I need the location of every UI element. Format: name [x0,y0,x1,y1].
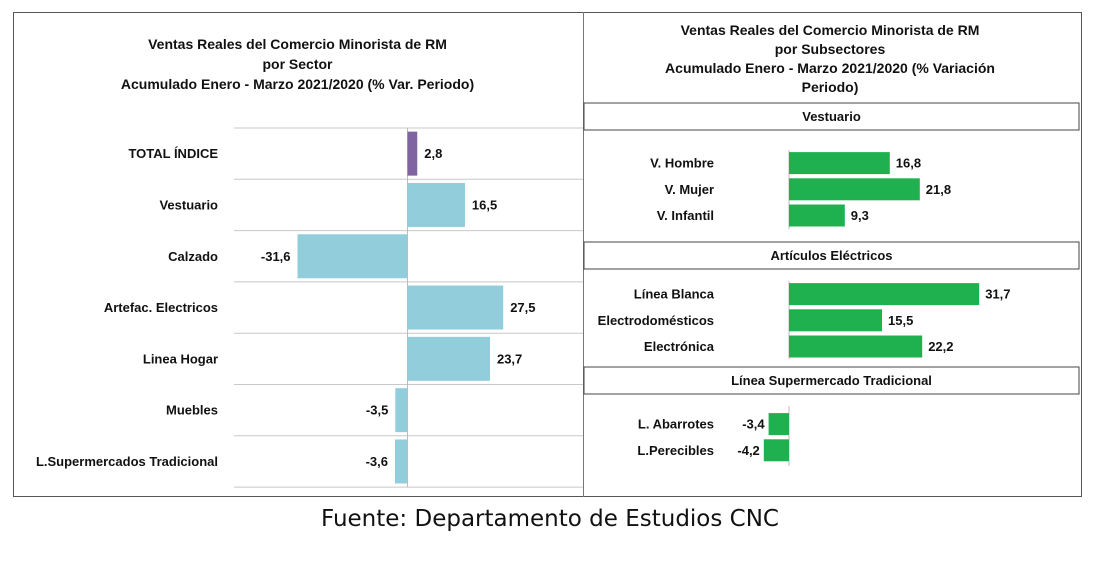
subsector-group-header [583,366,1080,395]
sector-value-label: -3,6 [366,454,388,469]
subsector-bar [789,178,920,201]
sector-category-label: Vestuario [159,197,218,212]
subsector-value-label: 31,7 [985,287,1010,302]
subsector-bar [789,204,845,227]
sector-value-label: 23,7 [497,351,522,366]
right-chart-title: Ventas Reales del Comercio Minorista de … [590,21,1070,97]
sector-category-label: Linea Hogar [143,351,218,366]
subsector-value-label: 16,8 [896,156,921,171]
left-title-line-1: Ventas Reales del Comercio Minorista de … [148,36,447,52]
right-title-line-3: Acumulado Enero - Marzo 2021/2020 (% Var… [665,60,995,76]
subsector-category-label: V. Hombre [650,156,714,171]
sector-category-label: TOTAL ÍNDICE [128,146,218,161]
subsector-group-title: Artículos Eléctricos [770,248,892,263]
subsector-bar [789,335,923,358]
sector-bar [407,131,418,176]
sector-category-label: Muebles [166,403,218,418]
subsector-bar [789,283,980,306]
subsector-group-header [583,241,1080,270]
right-title-line-2: por Subsectores [774,41,886,57]
subsector-value-label: 21,8 [926,182,951,197]
sector-bar [407,336,490,381]
subsector-category-label: V. Mujer [665,182,714,197]
subsector-bar [763,439,789,462]
subsector-bar [789,309,882,332]
subsector-bar [789,152,890,175]
sector-value-label: -31,6 [261,249,291,264]
right-title-line-1: Ventas Reales del Comercio Minorista de … [680,22,980,38]
subsector-group-header [583,102,1080,131]
sector-bar [395,388,408,433]
subsector-category-label: L.Perecibles [637,443,714,458]
subsector-group-title: Vestuario [802,109,861,124]
sector-category-label: Artefac. Electricos [104,300,218,315]
sector-bar [407,182,465,227]
sector-value-label: 2,8 [424,146,442,161]
sector-bar [297,234,408,279]
subsector-category-label: V. Infantil [657,208,714,223]
subsector-value-label: 15,5 [888,313,913,328]
sector-category-label: L.Supermercados Tradicional [36,454,218,469]
sector-category-label: Calzado [168,249,218,264]
sector-bar [394,439,408,484]
subsector-bar [768,413,789,436]
subsector-group-title: Línea Supermercado Tradicional [731,373,932,388]
sector-value-label: 27,5 [510,300,535,315]
subsector-category-label: Electrónica [644,339,715,354]
right-title-line-4: Periodo) [801,79,859,95]
source-note: Fuente: Departamento de Estudios CNC [320,506,779,532]
sector-bar [407,285,504,330]
subsector-category-label: Electrodomésticos [598,313,714,328]
subsector-category-label: Línea Blanca [634,287,715,302]
subsector-value-label: -3,4 [742,417,765,432]
left-title-line-3: Acumulado Enero - Marzo 2021/2020 (% Var… [120,76,475,92]
left-title-line-2: por Sector [262,56,333,72]
subsector-value-label: 9,3 [851,208,869,223]
chart-frame [13,12,1082,497]
subsector-category-label: L. Abarrotes [638,417,714,432]
sector-value-label: -3,5 [366,403,388,418]
subsector-value-label: -4,2 [737,443,759,458]
left-chart-title: Ventas Reales del Comercio Minorista de … [20,34,575,94]
subsector-value-label: 22,2 [928,339,953,354]
sector-value-label: 16,5 [472,197,497,212]
